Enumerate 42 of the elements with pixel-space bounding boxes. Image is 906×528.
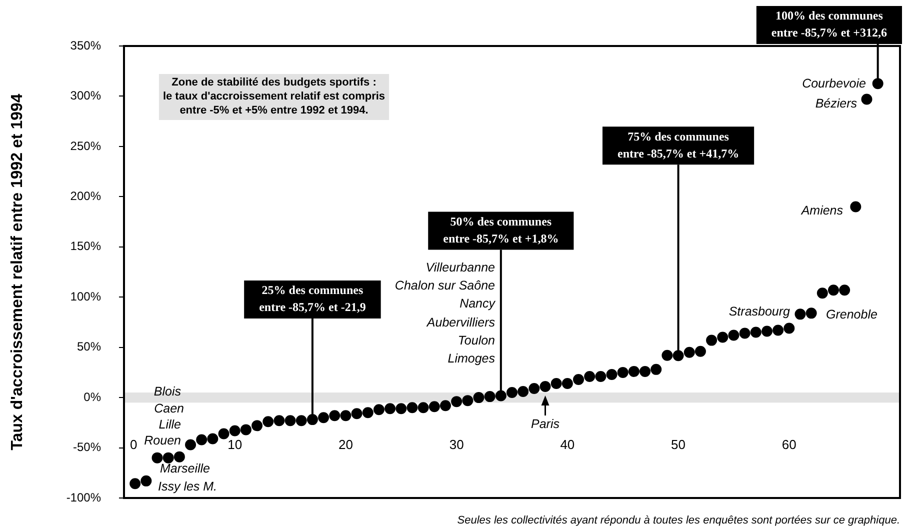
annotation: Courbevoie [802, 76, 866, 90]
x-tick-label: 10 [228, 437, 242, 452]
x-tick-label: 20 [338, 437, 353, 452]
annotation: Paris [531, 416, 560, 431]
y-tick-label: 250% [70, 138, 102, 153]
annotation: Nancy [460, 296, 496, 310]
x-tick-label: 50 [671, 437, 686, 452]
annotation: Grenoble [826, 307, 878, 322]
y-tick-label: 150% [70, 239, 102, 254]
y-tick-label: 0% [84, 390, 102, 404]
x-tick-label: 40 [560, 437, 575, 452]
annotation: 50% des communes entre -85,7% et +1,8% [443, 214, 559, 246]
y-tick-label: -50% [72, 440, 102, 454]
y-tick-label: -100% [66, 490, 102, 504]
annotation: Limoges [448, 351, 495, 366]
x-tick-label: 60 [782, 437, 796, 452]
text: Seules les collectivités ayant répondu à toutes les enquêtes sont portées sur ce graphique. [457, 514, 900, 527]
y-tick-label: 350% [70, 38, 102, 52]
x-tick-label: 0 [130, 437, 138, 452]
annotation: Chalon sur Saône [394, 278, 496, 292]
x-tick-label: 30 [449, 437, 464, 452]
annotation: Aubervilliers [426, 315, 495, 330]
annotation: Strasbourg [728, 304, 790, 318]
annotation: Marseille [160, 461, 210, 476]
annotation: Blois [154, 384, 181, 398]
annotation: 25% des communes entre -85,7% et -21,9 [259, 283, 366, 314]
y-tick-label: 100% [70, 289, 102, 304]
annotation: Lille [158, 417, 182, 432]
annotation: Toulon [458, 333, 496, 348]
y-tick-label: 50% [76, 340, 102, 354]
annotation: Zone de stabilité des budgets sportifs : le taux d'accroissement relatif est compris entre -5% et +5% entre 1992 et 1994. [162, 76, 386, 117]
annotation: Issy les M. [158, 479, 218, 494]
y-axis-title: Taux d'accroissement relatif entre 1992 et 1994 [9, 94, 26, 450]
annotation: Villeurbanne [426, 260, 496, 274]
annotation: Amiens [800, 203, 843, 218]
annotation: 100% des communes entre -85,7% et +312,6 [771, 8, 888, 40]
annotation: Rouen [144, 433, 182, 448]
annotation: 75% des communes entre -85,7% et +41,7% [617, 129, 740, 160]
annotation: Béziers [815, 96, 857, 110]
y-tick-label: 200% [70, 188, 102, 203]
annotation: Caen [154, 401, 184, 416]
y-tick-label: 300% [70, 88, 102, 103]
